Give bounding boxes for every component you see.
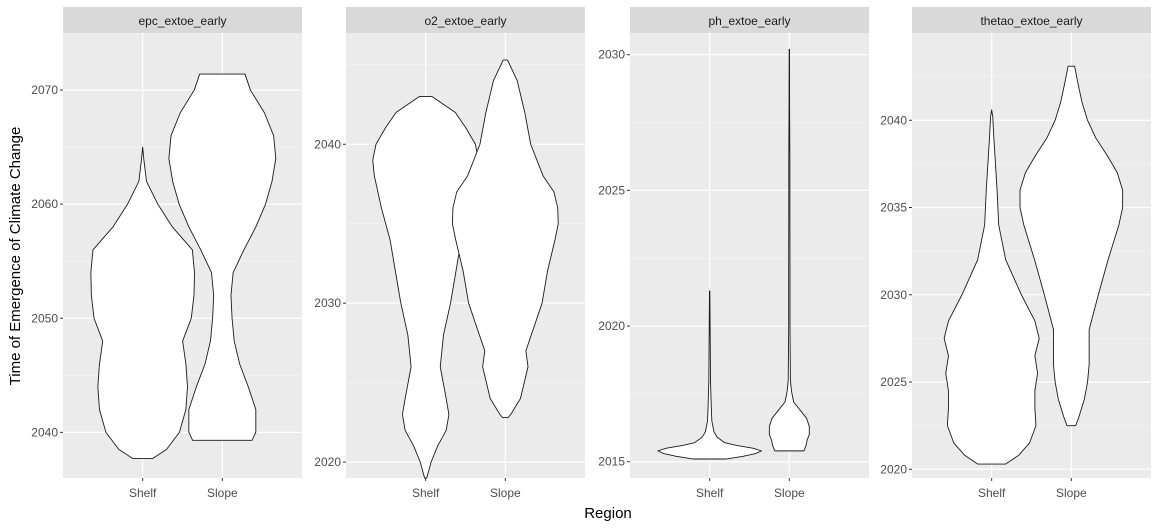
y-tick-label: 2025 bbox=[598, 183, 625, 197]
y-tick-label: 2020 bbox=[598, 319, 625, 333]
x-tick-label: Shelf bbox=[129, 486, 157, 500]
facet-thetao_extoe_early: thetao_extoe_early 2020 2025 2030 2035 2040 Sh… bbox=[880, 7, 1151, 500]
x-tick-label: Shelf bbox=[696, 486, 724, 500]
strip-background bbox=[63, 7, 302, 33]
y-tick-label: 2070 bbox=[31, 83, 58, 97]
y-tick-label: 2040 bbox=[314, 137, 341, 151]
strip-background bbox=[912, 7, 1151, 33]
y-tick-label: 2030 bbox=[880, 288, 907, 302]
y-axis-title: Time of Emergence of Climate Change bbox=[7, 127, 24, 386]
x-tick-label: Slope bbox=[1056, 486, 1087, 500]
x-tick-label: Slope bbox=[207, 486, 238, 500]
y-tick-label: 2020 bbox=[314, 455, 341, 469]
strip-label: o2_extoe_early bbox=[424, 14, 506, 28]
y-tick-label: 2030 bbox=[598, 48, 625, 62]
violin-epc_extoe_early-shelf bbox=[90, 146, 195, 460]
facet-ph_extoe_early: ph_extoe_early 2015 2020 2025 2030 Shelf Slope bbox=[598, 7, 869, 500]
y-tick-label: 2040 bbox=[31, 425, 58, 439]
y-tick-label: 2030 bbox=[314, 296, 341, 310]
x-tick-label: Slope bbox=[774, 486, 805, 500]
violin-o2_extoe_early-slope bbox=[451, 59, 559, 419]
facet-epc_extoe_early: epc_extoe_early 2040 2050 2060 2070 Shelf Slop… bbox=[31, 7, 302, 500]
y-tick-label: 2035 bbox=[880, 201, 907, 215]
strip-background bbox=[630, 7, 869, 33]
x-tick-label: Shelf bbox=[412, 486, 440, 500]
x-tick-label: Shelf bbox=[978, 486, 1006, 500]
y-tick-label: 2050 bbox=[31, 311, 58, 325]
violin-epc_extoe_early-slope bbox=[168, 73, 277, 441]
violin-thetao_extoe_early-slope bbox=[1019, 65, 1124, 427]
strip-label: epc_extoe_early bbox=[138, 14, 226, 28]
y-tick-label: 2060 bbox=[31, 197, 58, 211]
x-tick-label: Slope bbox=[490, 486, 521, 500]
y-tick-label: 2020 bbox=[880, 462, 907, 476]
panel-background bbox=[630, 33, 869, 478]
y-tick-label: 2015 bbox=[598, 455, 625, 469]
y-tick-label: 2025 bbox=[880, 375, 907, 389]
violin-ph_extoe_early-shelf bbox=[657, 290, 762, 460]
x-axis-title: Region bbox=[584, 505, 632, 522]
violin-o2_extoe_early-shelf bbox=[372, 96, 480, 479]
violin-thetao_extoe_early-shelf bbox=[943, 109, 1040, 465]
strip-label: ph_extoe_early bbox=[708, 14, 790, 28]
facet-o2_extoe_early: o2_extoe_early 2020 2030 2040 Shelf Slope bbox=[314, 7, 585, 500]
strip-label: thetao_extoe_early bbox=[980, 14, 1082, 28]
strip-background bbox=[346, 7, 585, 33]
violin-ph_extoe_early-slope bbox=[768, 48, 810, 452]
y-tick-label: 2040 bbox=[880, 113, 907, 127]
